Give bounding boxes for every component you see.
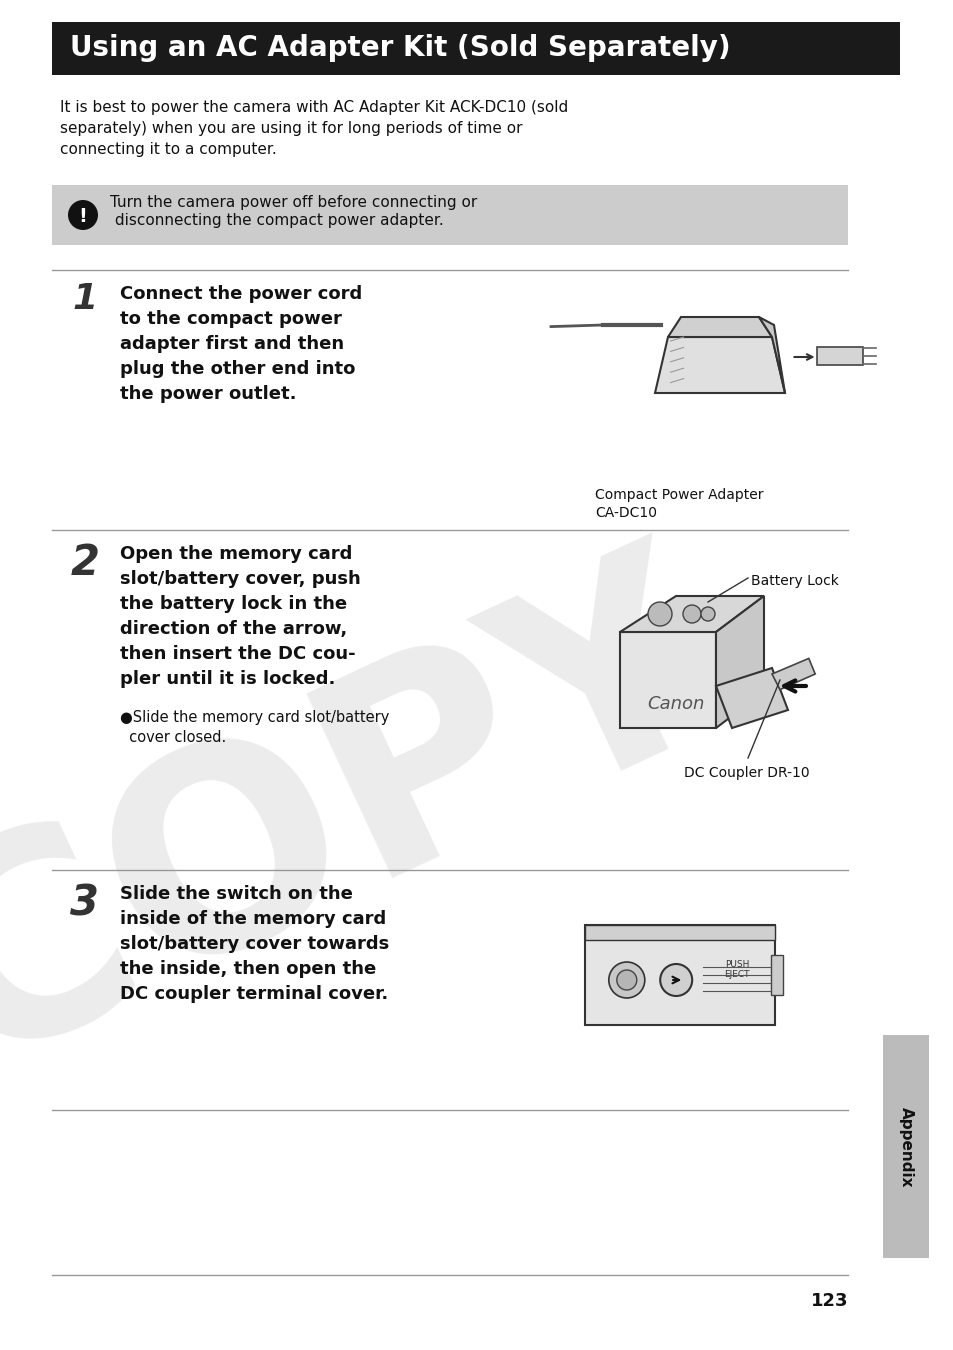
Text: Using an AC Adapter Kit (Sold Separately): Using an AC Adapter Kit (Sold Separately… (70, 35, 730, 62)
Polygon shape (759, 317, 784, 393)
Text: 123: 123 (810, 1292, 847, 1310)
Text: Turn the camera power off before connecting or: Turn the camera power off before connect… (110, 194, 476, 211)
Bar (52, 22, 899, 76)
Circle shape (682, 605, 700, 622)
Circle shape (608, 963, 644, 998)
Polygon shape (667, 317, 771, 338)
Text: COPY: COPY (0, 520, 760, 1120)
Text: 1: 1 (72, 282, 97, 316)
Polygon shape (716, 668, 787, 728)
Circle shape (700, 608, 714, 621)
Bar (584, 925, 774, 1025)
Text: Compact Power Adapter
CA-DC10: Compact Power Adapter CA-DC10 (595, 487, 762, 520)
Polygon shape (817, 347, 862, 364)
Text: 2: 2 (71, 541, 99, 585)
Text: !: ! (78, 207, 88, 225)
Text: Slide the switch on the
inside of the memory card
slot/battery cover towards
the: Slide the switch on the inside of the me… (120, 886, 389, 1003)
Circle shape (617, 971, 637, 990)
Bar (584, 925, 774, 940)
Text: Appendix: Appendix (898, 1107, 913, 1187)
Text: Canon: Canon (647, 695, 704, 713)
Polygon shape (771, 659, 815, 690)
Polygon shape (655, 338, 784, 393)
Text: Connect the power cord
to the compact power
adapter first and then
plug the othe: Connect the power cord to the compact po… (120, 285, 362, 404)
Polygon shape (619, 595, 763, 632)
Text: Battery Lock: Battery Lock (750, 574, 839, 589)
Polygon shape (716, 595, 763, 728)
Polygon shape (619, 632, 716, 728)
Text: 3: 3 (71, 882, 99, 923)
Bar (770, 954, 781, 995)
Text: ●Slide the memory card slot/battery
  cover closed.: ●Slide the memory card slot/battery cove… (120, 710, 389, 745)
Circle shape (68, 200, 98, 230)
Bar (52, 185, 847, 244)
Circle shape (659, 964, 692, 996)
Text: DC Coupler DR-10: DC Coupler DR-10 (683, 767, 809, 780)
Text: It is best to power the camera with AC Adapter Kit ACK-DC10 (sold
separately) wh: It is best to power the camera with AC A… (60, 100, 568, 157)
Text: disconnecting the compact power adapter.: disconnecting the compact power adapter. (110, 213, 443, 228)
Text: Open the memory card
slot/battery cover, push
the battery lock in the
direction : Open the memory card slot/battery cover,… (120, 545, 360, 688)
Circle shape (647, 602, 671, 626)
Text: PUSH
EJECT: PUSH EJECT (723, 960, 749, 979)
